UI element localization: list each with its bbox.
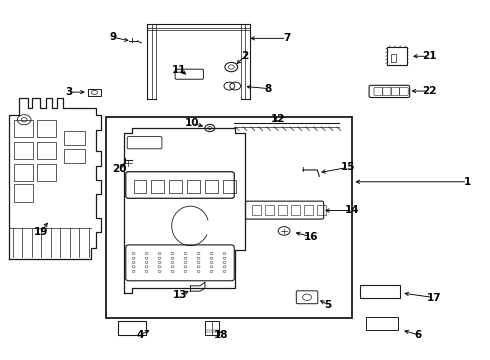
Text: 10: 10 bbox=[185, 118, 199, 128]
Text: 21: 21 bbox=[422, 51, 437, 61]
Bar bbox=[14, 142, 33, 159]
Bar bbox=[223, 180, 236, 193]
Bar bbox=[37, 120, 56, 137]
Bar bbox=[292, 206, 300, 215]
Bar bbox=[205, 180, 218, 193]
Text: 11: 11 bbox=[172, 64, 186, 75]
Bar bbox=[37, 163, 56, 181]
Bar bbox=[360, 285, 400, 298]
Bar bbox=[387, 46, 407, 65]
Text: 12: 12 bbox=[271, 114, 286, 124]
Text: 8: 8 bbox=[265, 84, 272, 94]
Text: 7: 7 bbox=[283, 33, 290, 43]
Bar bbox=[37, 142, 56, 159]
Text: 19: 19 bbox=[34, 227, 48, 237]
Text: 13: 13 bbox=[173, 291, 188, 301]
Text: 5: 5 bbox=[324, 300, 332, 310]
Bar bbox=[318, 206, 326, 215]
Bar bbox=[118, 321, 147, 335]
Bar bbox=[14, 120, 33, 137]
Bar bbox=[88, 89, 101, 96]
Text: 6: 6 bbox=[415, 330, 422, 340]
Bar bbox=[278, 206, 287, 215]
Text: 4: 4 bbox=[136, 330, 144, 340]
Text: 1: 1 bbox=[464, 177, 471, 187]
Text: 18: 18 bbox=[214, 330, 229, 340]
Text: 14: 14 bbox=[345, 206, 360, 216]
Text: 17: 17 bbox=[427, 293, 442, 303]
Bar bbox=[64, 149, 85, 163]
Bar bbox=[14, 184, 33, 202]
Text: 2: 2 bbox=[242, 51, 248, 61]
Bar bbox=[391, 54, 396, 62]
Bar bbox=[151, 180, 164, 193]
Bar bbox=[187, 180, 200, 193]
Text: 15: 15 bbox=[341, 162, 355, 172]
Text: 3: 3 bbox=[66, 87, 73, 97]
Bar bbox=[265, 206, 274, 215]
Text: 9: 9 bbox=[109, 32, 117, 42]
Bar bbox=[205, 321, 219, 335]
Bar bbox=[304, 206, 313, 215]
Bar bbox=[106, 117, 352, 318]
Text: 20: 20 bbox=[112, 163, 126, 174]
Bar bbox=[170, 180, 182, 193]
Text: 16: 16 bbox=[304, 232, 318, 242]
Bar bbox=[14, 163, 33, 181]
Bar bbox=[134, 180, 147, 193]
Bar bbox=[366, 317, 398, 330]
Text: 22: 22 bbox=[422, 86, 437, 96]
Bar bbox=[64, 131, 85, 145]
Bar bbox=[252, 206, 261, 215]
